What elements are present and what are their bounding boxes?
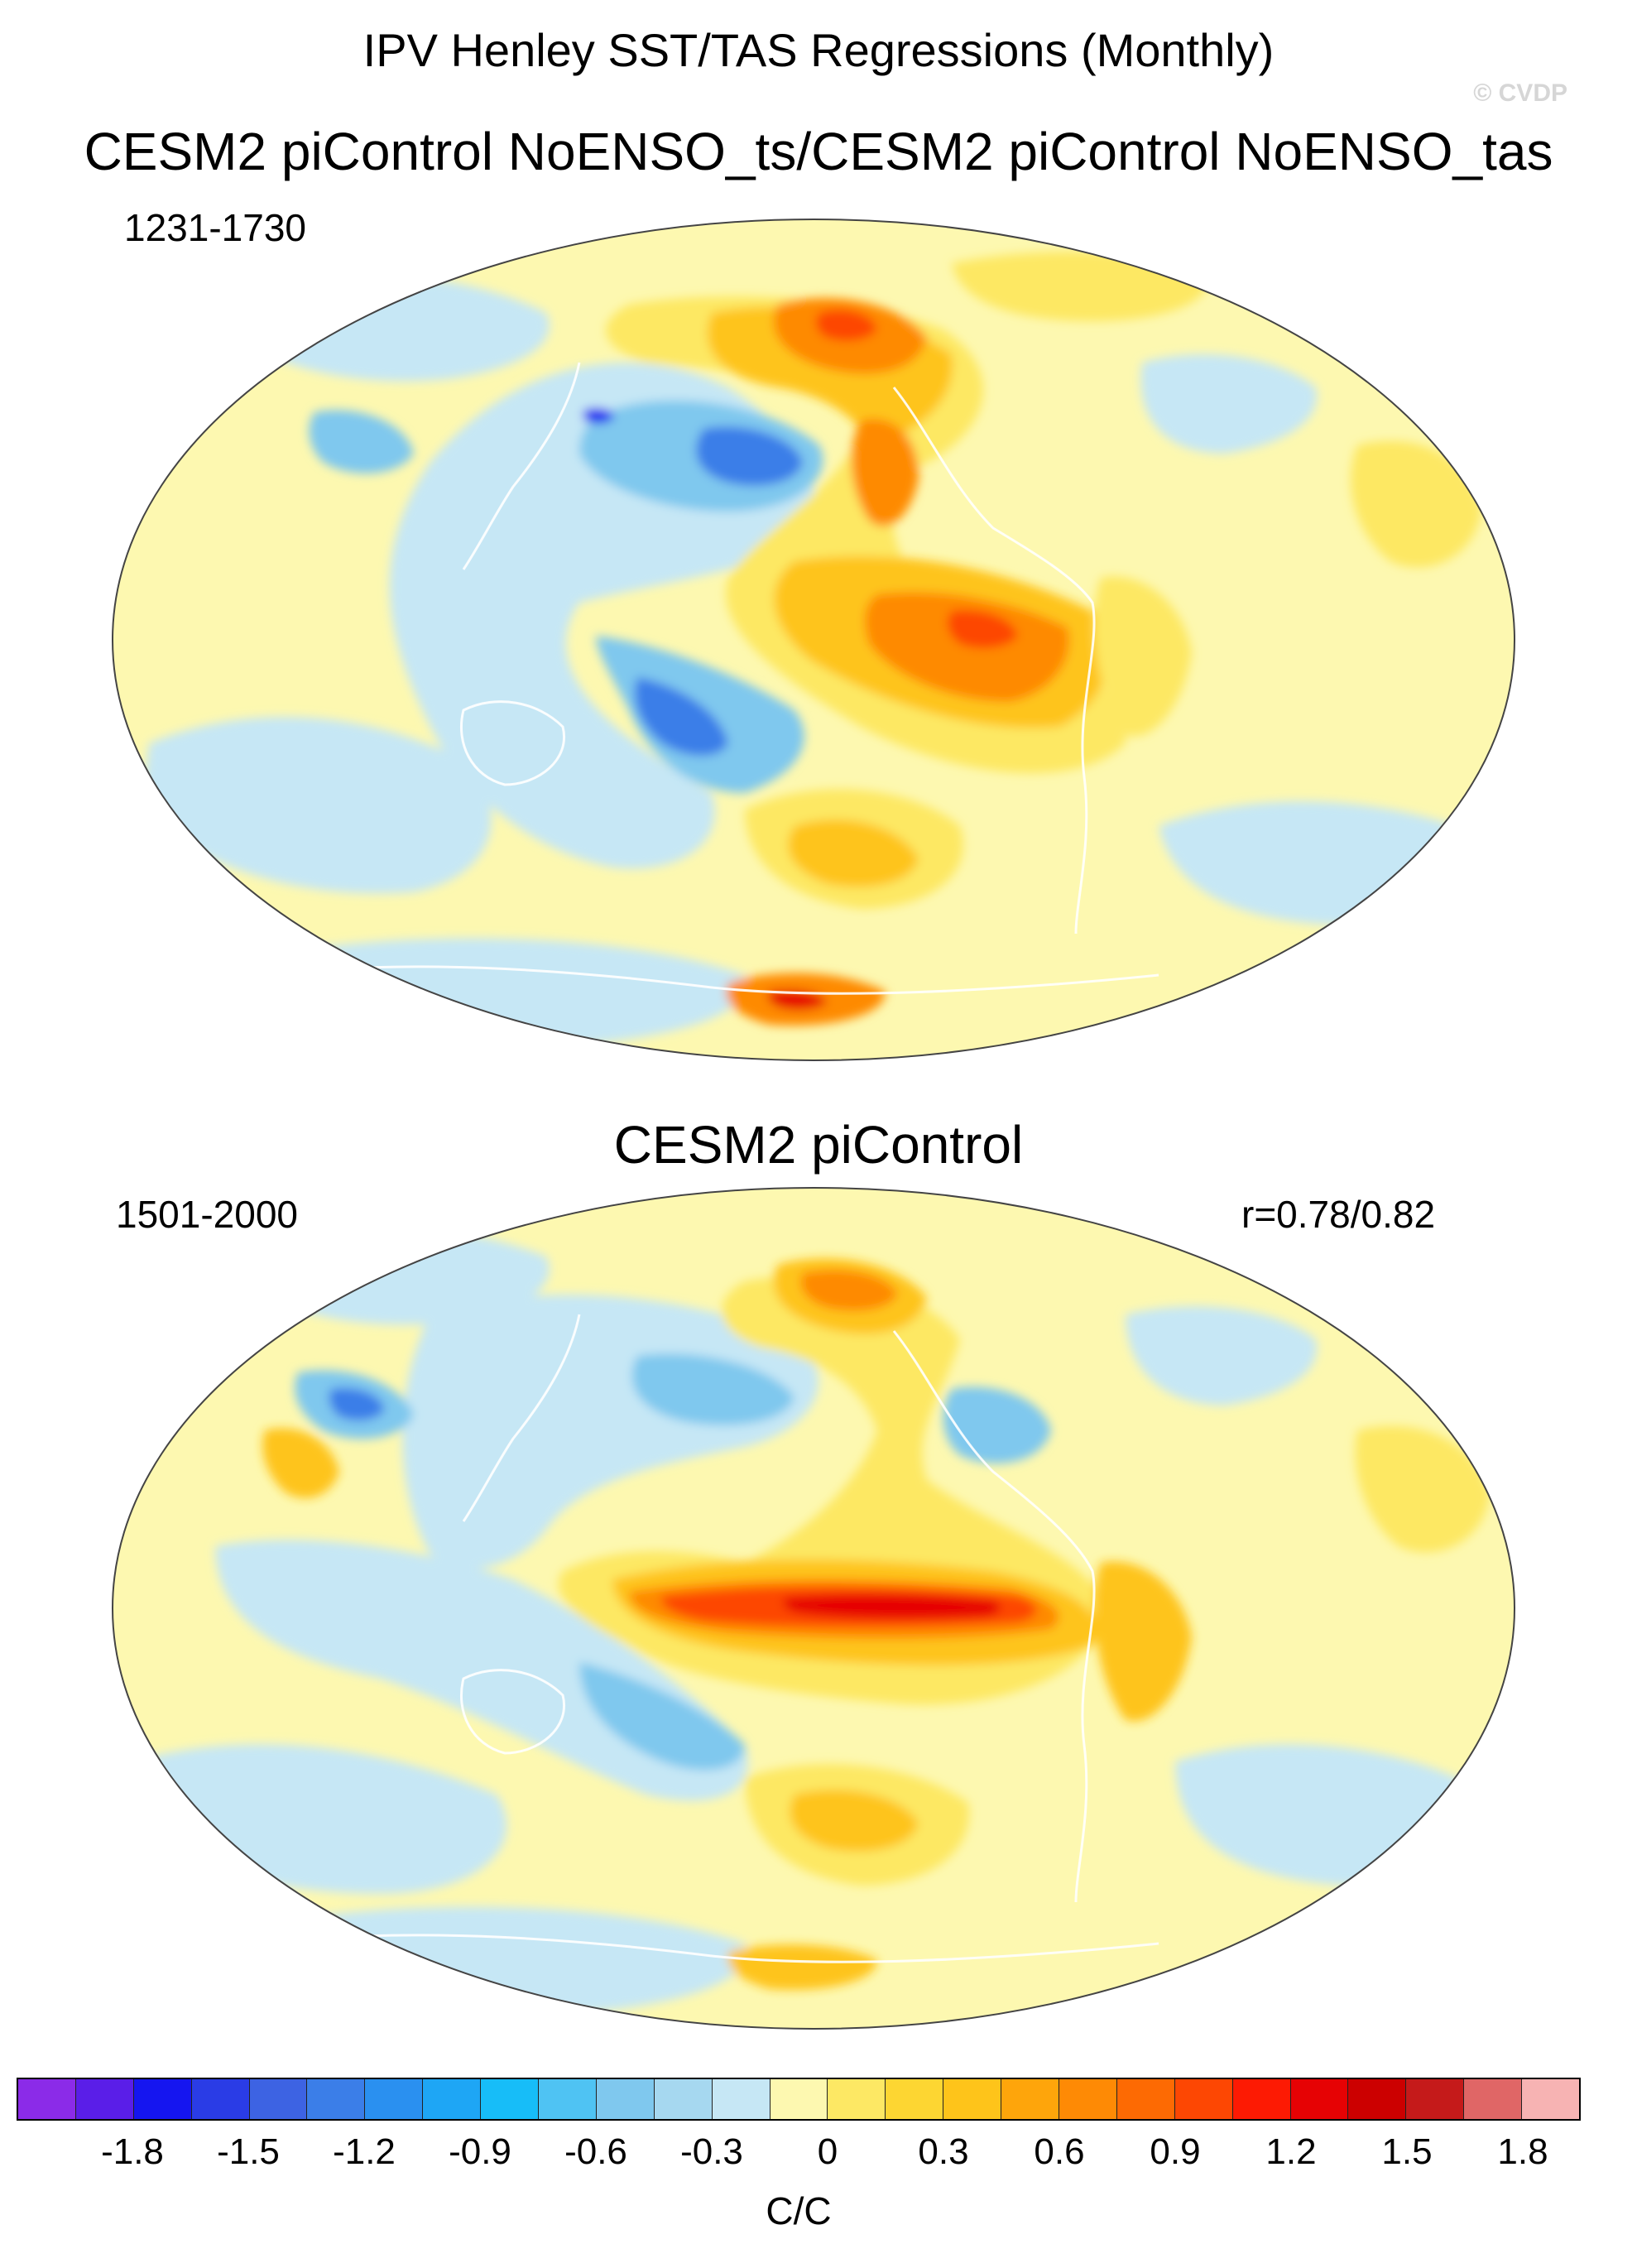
japan-coast-deep-blue bbox=[583, 408, 614, 424]
colorbar-tick-label: -1.5 bbox=[217, 2131, 280, 2172]
east-asia-coastline bbox=[462, 1314, 581, 1522]
bottom-panel-title: CESM2 piControl bbox=[613, 1115, 1024, 1175]
colorbar-box bbox=[539, 2079, 597, 2119]
colorbar-box bbox=[1464, 2079, 1523, 2119]
colorbar-tick-label: -0.9 bbox=[449, 2131, 511, 2172]
australia-coastline bbox=[459, 700, 565, 786]
australia-coastline bbox=[459, 1669, 565, 1755]
colorbar-box bbox=[1116, 2079, 1175, 2119]
colorbar-box bbox=[943, 2079, 1002, 2119]
colorbar-box bbox=[1059, 2079, 1117, 2119]
colorbar-box bbox=[712, 2079, 770, 2119]
colorbar-tick-label: -1.2 bbox=[333, 2131, 396, 2172]
colorbar-box bbox=[1522, 2079, 1580, 2119]
tibet-blue-core bbox=[329, 1387, 385, 1421]
south-pacific-blue-core bbox=[634, 677, 728, 756]
colorbar-box bbox=[596, 2079, 655, 2119]
colorbar-box bbox=[481, 2079, 540, 2119]
central-asia-blue bbox=[309, 410, 414, 473]
colorbar-tick-label: -0.6 bbox=[564, 2131, 627, 2172]
antarctic-peninsula-red bbox=[767, 990, 828, 1010]
india-warm bbox=[262, 1428, 339, 1498]
bottom-panel-period: 1501-2000 bbox=[116, 1193, 298, 1236]
colorbar-box bbox=[307, 2079, 366, 2119]
colorbar-tick-label: 1.8 bbox=[1497, 2131, 1548, 2172]
colorbar-box bbox=[1232, 2079, 1291, 2119]
colorbar-box bbox=[828, 2079, 886, 2119]
california-current-orange bbox=[852, 419, 919, 526]
colorbar-box bbox=[75, 2079, 134, 2119]
eastern-tropical-pacific-dark-orange bbox=[864, 592, 1069, 702]
kuroshio-deep-blue bbox=[696, 426, 803, 486]
colorbar-box bbox=[133, 2079, 192, 2119]
south-pacific-orange-lobe bbox=[788, 819, 919, 887]
north-pacific-blue-core bbox=[631, 1353, 794, 1425]
southern-ocean-blue-west bbox=[141, 716, 492, 894]
colorbar-tick-label: 0.9 bbox=[1150, 2131, 1201, 2172]
south-america-warm bbox=[1093, 576, 1192, 737]
south-pacific-orange-lobe bbox=[790, 1790, 919, 1852]
north-atlantic-blue bbox=[1140, 354, 1318, 454]
colorbar-box bbox=[18, 2079, 76, 2119]
top-panel-period: 1231-1730 bbox=[124, 206, 306, 249]
colorbar-box bbox=[1174, 2079, 1233, 2119]
north-africa-warm bbox=[1351, 440, 1481, 568]
south-pacific-blue-band bbox=[579, 1662, 745, 1771]
north-atlantic-blue bbox=[1126, 1306, 1318, 1405]
alaska-dark-orange bbox=[800, 1270, 898, 1311]
south-america-warm bbox=[1093, 1561, 1192, 1722]
bottom-panel-correlation: r=0.78/0.82 bbox=[1241, 1193, 1436, 1236]
cvdp-watermark: © CVDP bbox=[1473, 79, 1567, 107]
colorbar-box bbox=[191, 2079, 250, 2119]
colorbar-units: C/C bbox=[766, 2189, 832, 2232]
colorbar-tick-labels: -1.8 -1.5 -1.2 -0.9 -0.6 -0.3 0 0.3 0.6 0.9 1.2 1.5… bbox=[17, 2131, 1581, 2181]
equatorial-pacific-red-core bbox=[783, 1593, 1001, 1619]
americas-coastline bbox=[892, 1330, 1096, 1903]
colorbar-tick-label: 0.3 bbox=[918, 2131, 969, 2172]
colorbar-box bbox=[423, 2079, 482, 2119]
eastern-tropical-pacific-red-core bbox=[947, 610, 1018, 649]
africa-warm bbox=[1355, 1425, 1490, 1553]
colorbar-box bbox=[249, 2079, 308, 2119]
colorbar-box bbox=[1001, 2079, 1060, 2119]
colorbar-tick-label: 0 bbox=[817, 2131, 838, 2172]
colorbar-box bbox=[886, 2079, 944, 2119]
americas-coastline bbox=[892, 387, 1096, 935]
colorbar-box bbox=[654, 2079, 713, 2119]
colorbar-tick-label: -1.8 bbox=[101, 2131, 164, 2172]
map-outline bbox=[112, 1187, 1515, 2030]
top-panel-title: CESM2 piControl NoENSO_ts/CESM2 piContro… bbox=[84, 122, 1553, 181]
colorbar-tick-label: 0.6 bbox=[1034, 2131, 1085, 2172]
east-asia-coastline bbox=[462, 362, 581, 570]
colorbar bbox=[17, 2078, 1581, 2121]
colorbar-box bbox=[1290, 2079, 1349, 2119]
top-regression-map bbox=[112, 219, 1515, 1061]
colorbar-box bbox=[365, 2079, 424, 2119]
colorbar-tick-label: 1.5 bbox=[1381, 2131, 1433, 2172]
colorbar-box bbox=[770, 2079, 828, 2119]
colorbar-box bbox=[1348, 2079, 1407, 2119]
bottom-regression-map bbox=[112, 1187, 1515, 2030]
colorbar-tick-label: 1.2 bbox=[1265, 2131, 1317, 2172]
antarctic-peninsula-warm bbox=[727, 1944, 877, 1990]
colorbar-tick-label: -0.3 bbox=[680, 2131, 743, 2172]
alaska-red-core bbox=[815, 310, 877, 341]
figure-title: IPV Henley SST/TAS Regressions (Monthly) bbox=[362, 24, 1275, 76]
map-outline bbox=[112, 219, 1515, 1061]
tropical-west-pacific-blue bbox=[215, 1540, 748, 1801]
colorbar-box bbox=[1406, 2079, 1465, 2119]
